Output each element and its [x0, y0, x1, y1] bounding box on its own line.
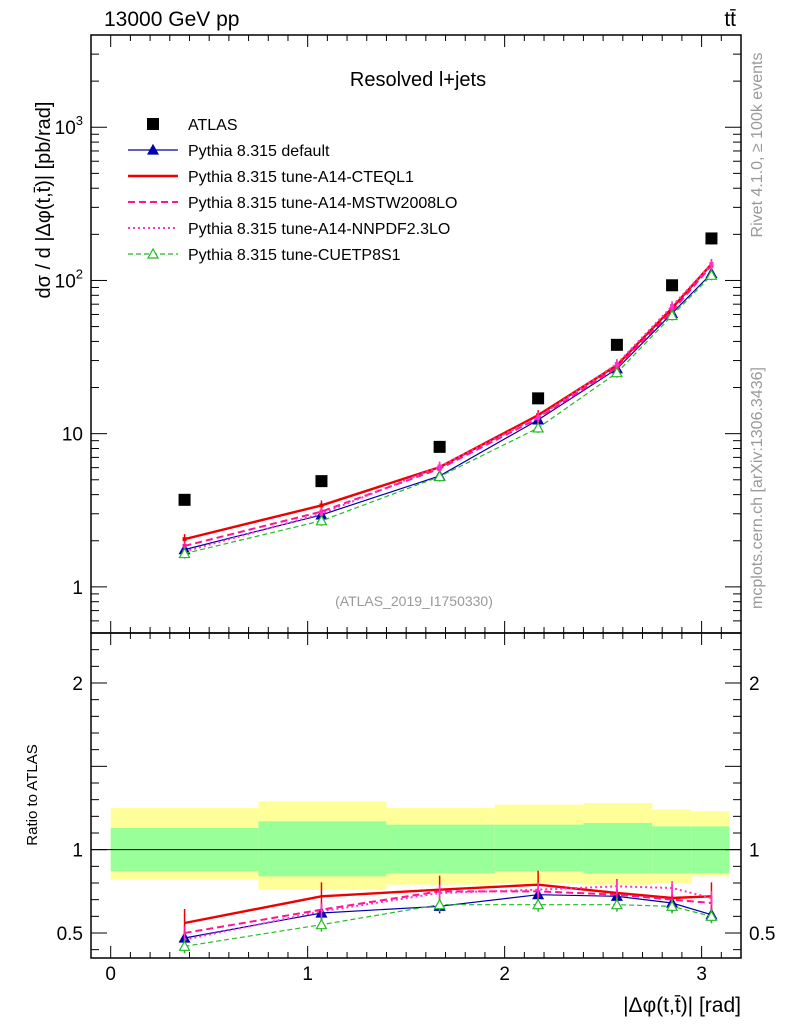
x-tick-label: 1: [302, 964, 313, 985]
ratio-tick-label: 0.5: [57, 924, 83, 945]
ratio-point-4: [666, 900, 679, 911]
legend-marker-4: [146, 247, 160, 259]
legend-label-2: Pythia 8.315 tune-A14-MSTW2008LO: [188, 195, 457, 212]
series-line-4: [184, 274, 712, 555]
series-point-3: [437, 464, 442, 469]
series-point-3: [319, 511, 324, 516]
ratio-frame: [90, 632, 742, 959]
series-point-4: [532, 421, 545, 433]
series-line-1: [184, 263, 713, 541]
series-point-4: [705, 269, 718, 280]
mcplots-label: mcplots.cern.ch [arXiv:1306.3436]: [749, 367, 766, 609]
ratio-tick-label: 2: [72, 674, 83, 695]
legend-marker-0: [146, 143, 160, 155]
x-tick-label: 2: [499, 964, 510, 985]
series-point-4: [178, 547, 191, 559]
ratio-tick-label-right: 2: [749, 674, 760, 695]
series-point-1: [182, 537, 187, 542]
atlas-point: [610, 338, 623, 351]
ratio-point-4: [705, 910, 718, 921]
ratio-tick-label-right: 1: [749, 841, 760, 862]
y-tick-label: 102: [55, 266, 83, 292]
series-point-3: [709, 262, 714, 267]
atlas-point: [315, 475, 328, 488]
series-line-2: [184, 264, 713, 547]
ratio-tick-label: 1: [72, 841, 83, 862]
series-point-4: [610, 366, 623, 378]
x-tick-label: 0: [105, 964, 116, 985]
series-point-2: [182, 543, 187, 548]
ratio-line-4: [184, 904, 712, 947]
header-right: tt̄: [724, 8, 736, 31]
atlas-point: [666, 279, 679, 292]
band-inner: [583, 823, 653, 873]
atlas-point: [433, 440, 446, 453]
x-axis-label: |Δφ(t,t̄)| [rad]: [623, 994, 741, 1017]
legend-label-1: Pythia 8.315 tune-A14-CTEQL1: [188, 169, 414, 186]
watermark: (ATLAS_2019_I1750330): [335, 593, 493, 609]
header-left: 13000 GeV pp: [104, 8, 239, 31]
ratio-point-4: [610, 898, 623, 910]
ratio-point-4: [532, 898, 545, 910]
series-line-0: [184, 273, 712, 551]
y-tick-label: 103: [55, 113, 83, 139]
y-axis-label: dσ / d |Δφ(t,t̄)| [pb/rad]: [33, 102, 55, 299]
legend-atlas-marker: [147, 118, 159, 130]
ratio-line-2: [184, 890, 712, 934]
x-tick-label: 3: [696, 964, 707, 985]
series-point-4: [433, 470, 446, 482]
ratio-point-4: [433, 898, 446, 910]
band-inner: [258, 821, 387, 877]
series-point-3: [670, 304, 675, 309]
legend-label-4: Pythia 8.315 tune-CUETP8S1: [188, 247, 401, 264]
ratio-y-axis-label: Ratio to ATLAS: [24, 744, 41, 845]
atlas-point: [705, 232, 718, 245]
series-point-4: [315, 514, 328, 526]
series-line-3: [184, 263, 713, 553]
series-point-3: [614, 361, 619, 366]
band-inner: [386, 824, 495, 873]
ratio-point-4: [315, 918, 328, 930]
atlas-point: [178, 493, 191, 506]
series-point-1: [319, 503, 324, 508]
y-tick-label: 10: [62, 425, 83, 446]
rivet-label: Rivet 4.1.0, ≥ 100k events: [749, 53, 766, 238]
y-tick-label: 1: [72, 578, 83, 599]
legend-atlas-label: ATLAS: [188, 117, 238, 134]
atlas-point: [532, 392, 545, 405]
chart-title: Resolved l+jets: [350, 69, 486, 91]
ratio-tick-label-right: 0.5: [749, 924, 775, 945]
band-inner: [494, 824, 584, 872]
legend-label-0: Pythia 8.315 default: [188, 143, 330, 160]
series-point-4: [666, 309, 679, 321]
legend-label-3: Pythia 8.315 tune-A14-NNPDF2.3LO: [188, 221, 450, 238]
series-point-3: [536, 415, 541, 420]
ratio-point-4: [178, 940, 191, 951]
ratio-line-0: [184, 894, 712, 939]
